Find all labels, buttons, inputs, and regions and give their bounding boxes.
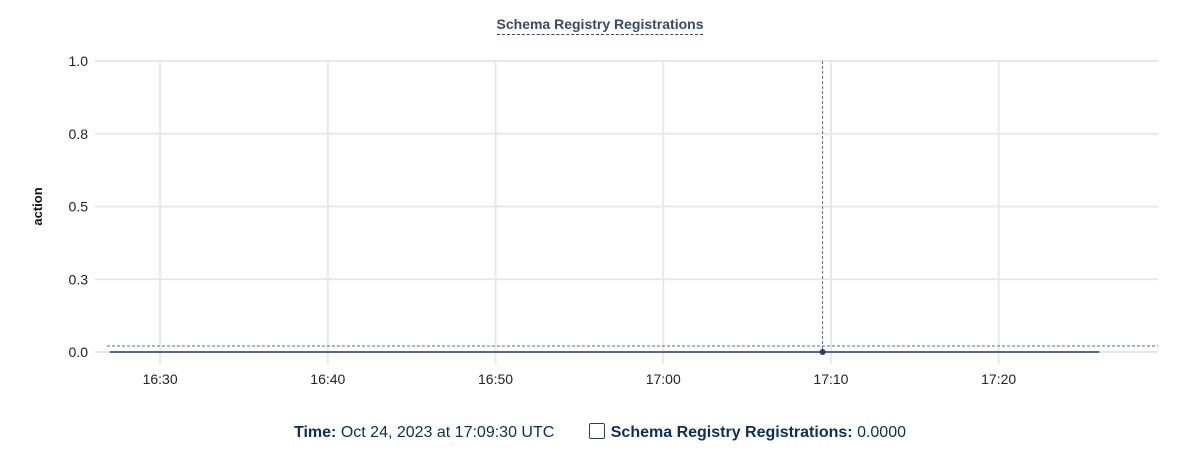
series-label: Schema Registry Registrations: xyxy=(610,424,853,441)
x-tick-label: 17:00 xyxy=(646,371,681,387)
chart-title-text[interactable]: Schema Registry Registrations xyxy=(496,16,704,35)
series-checkbox[interactable] xyxy=(588,423,605,439)
y-tick-label: 0.8 xyxy=(69,126,89,142)
series-value: 0.0000 xyxy=(857,424,906,441)
hover-point xyxy=(819,349,826,355)
chart-title[interactable]: Schema Registry Registrations xyxy=(0,16,1200,35)
x-tick-label: 16:40 xyxy=(310,371,345,387)
y-tick-label: 1.0 xyxy=(69,53,89,69)
y-tick-label: 0.0 xyxy=(69,344,89,360)
time-value: Oct 24, 2023 at 17:09:30 UTC xyxy=(340,424,555,441)
x-tick-label: 17:10 xyxy=(813,371,848,387)
x-tick-label: 16:50 xyxy=(478,371,513,387)
x-tick-label: 16:30 xyxy=(143,371,178,387)
y-tick-label: 0.3 xyxy=(69,271,89,287)
time-label: Time: xyxy=(293,424,337,441)
x-tick-label: 17:20 xyxy=(981,371,1016,387)
y-tick-label: 0.5 xyxy=(69,199,89,215)
hover-legend: Time: Oct 24, 2023 at 17:09:30 UTC Schem… xyxy=(0,423,1200,442)
y-axis-label: action xyxy=(30,187,45,225)
